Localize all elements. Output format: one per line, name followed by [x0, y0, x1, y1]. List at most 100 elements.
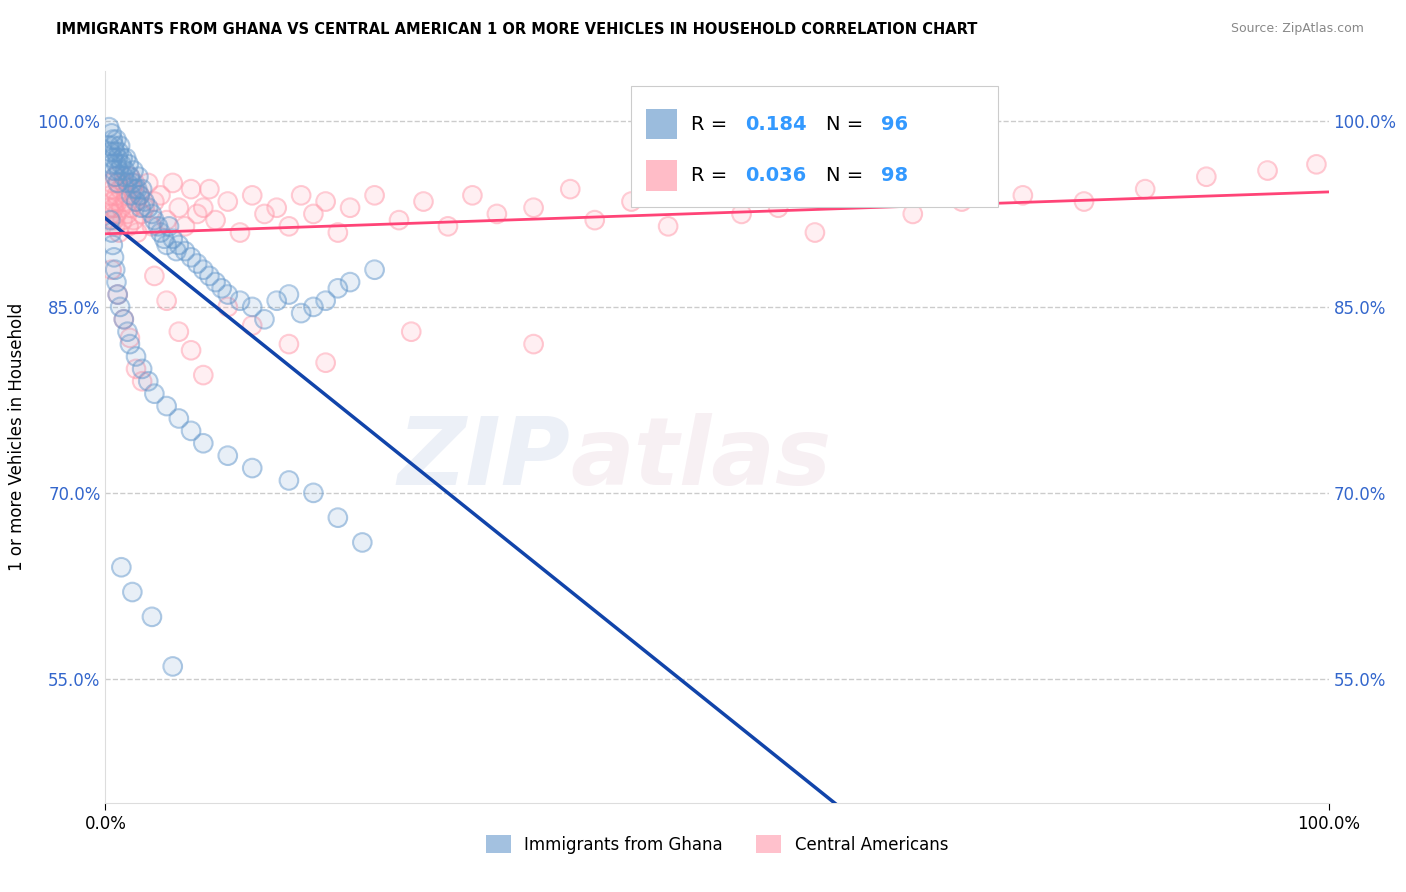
Point — [193, 436, 215, 450]
Point — [523, 201, 546, 215]
Point — [302, 486, 325, 500]
Point — [118, 331, 141, 345]
Point — [339, 275, 361, 289]
Point — [217, 449, 239, 463]
Point — [104, 169, 127, 184]
Text: 98: 98 — [882, 166, 908, 185]
Point — [167, 411, 190, 425]
Point — [111, 151, 134, 165]
Point — [105, 188, 128, 202]
Point — [326, 510, 349, 524]
Point — [156, 213, 179, 227]
Point — [363, 262, 385, 277]
Point — [657, 219, 679, 234]
Point — [156, 293, 179, 308]
Point — [1133, 182, 1156, 196]
Point — [217, 287, 239, 301]
Point — [523, 201, 546, 215]
Point — [115, 151, 138, 165]
Point — [143, 194, 166, 209]
Point — [125, 362, 148, 376]
Text: 96: 96 — [882, 114, 908, 134]
Point — [121, 585, 143, 599]
Point — [229, 293, 252, 308]
Point — [167, 411, 190, 425]
Point — [134, 194, 156, 209]
Point — [149, 188, 172, 202]
Point — [167, 201, 190, 215]
Point — [143, 386, 166, 401]
Point — [156, 238, 179, 252]
Point — [104, 169, 127, 184]
Point — [211, 281, 233, 295]
Point — [124, 182, 146, 196]
Point — [157, 219, 180, 234]
Point — [104, 262, 127, 277]
Point — [100, 207, 122, 221]
Point — [131, 362, 153, 376]
Point — [110, 201, 132, 215]
Point — [104, 145, 127, 159]
Point — [120, 188, 142, 202]
Point — [180, 343, 202, 358]
Point — [583, 213, 606, 227]
Point — [193, 201, 215, 215]
Point — [112, 176, 135, 190]
Point — [131, 374, 153, 388]
Point — [302, 486, 325, 500]
Point — [127, 226, 149, 240]
Point — [412, 194, 434, 209]
Point — [107, 287, 129, 301]
Point — [278, 474, 301, 488]
Point — [186, 207, 208, 221]
Point — [620, 194, 643, 209]
Point — [217, 287, 239, 301]
Point — [950, 194, 973, 209]
Point — [108, 138, 131, 153]
Point — [117, 325, 139, 339]
Point — [101, 182, 124, 196]
Point — [950, 194, 973, 209]
Point — [118, 337, 141, 351]
Point — [104, 145, 127, 159]
Point — [107, 176, 129, 190]
Point — [315, 194, 337, 209]
Point — [180, 424, 202, 438]
Point — [141, 207, 163, 221]
Point — [104, 169, 127, 184]
Point — [112, 312, 135, 326]
Point — [117, 207, 139, 221]
Point — [143, 386, 166, 401]
Point — [240, 461, 263, 475]
Point — [240, 318, 263, 333]
Point — [388, 213, 411, 227]
Point — [315, 293, 337, 308]
Text: R =: R = — [692, 114, 734, 134]
Point — [485, 207, 508, 221]
Point — [149, 226, 172, 240]
Point — [136, 374, 159, 388]
Point — [101, 132, 124, 146]
Point — [204, 213, 226, 227]
Point — [315, 356, 337, 370]
Point — [162, 232, 184, 246]
Point — [253, 207, 276, 221]
Point — [103, 201, 125, 215]
Point — [412, 194, 434, 209]
Point — [186, 256, 208, 270]
Point — [523, 337, 546, 351]
Point — [129, 201, 152, 215]
Point — [143, 213, 166, 227]
Point — [127, 182, 149, 196]
Point — [105, 157, 128, 171]
Point — [111, 151, 134, 165]
Y-axis label: 1 or more Vehicles in Household: 1 or more Vehicles in Household — [8, 303, 27, 571]
Point — [156, 213, 179, 227]
Point — [100, 126, 122, 140]
Point — [730, 207, 752, 221]
Point — [315, 293, 337, 308]
Point — [107, 287, 129, 301]
Point — [118, 219, 141, 234]
Point — [193, 368, 215, 383]
Point — [1195, 169, 1218, 184]
